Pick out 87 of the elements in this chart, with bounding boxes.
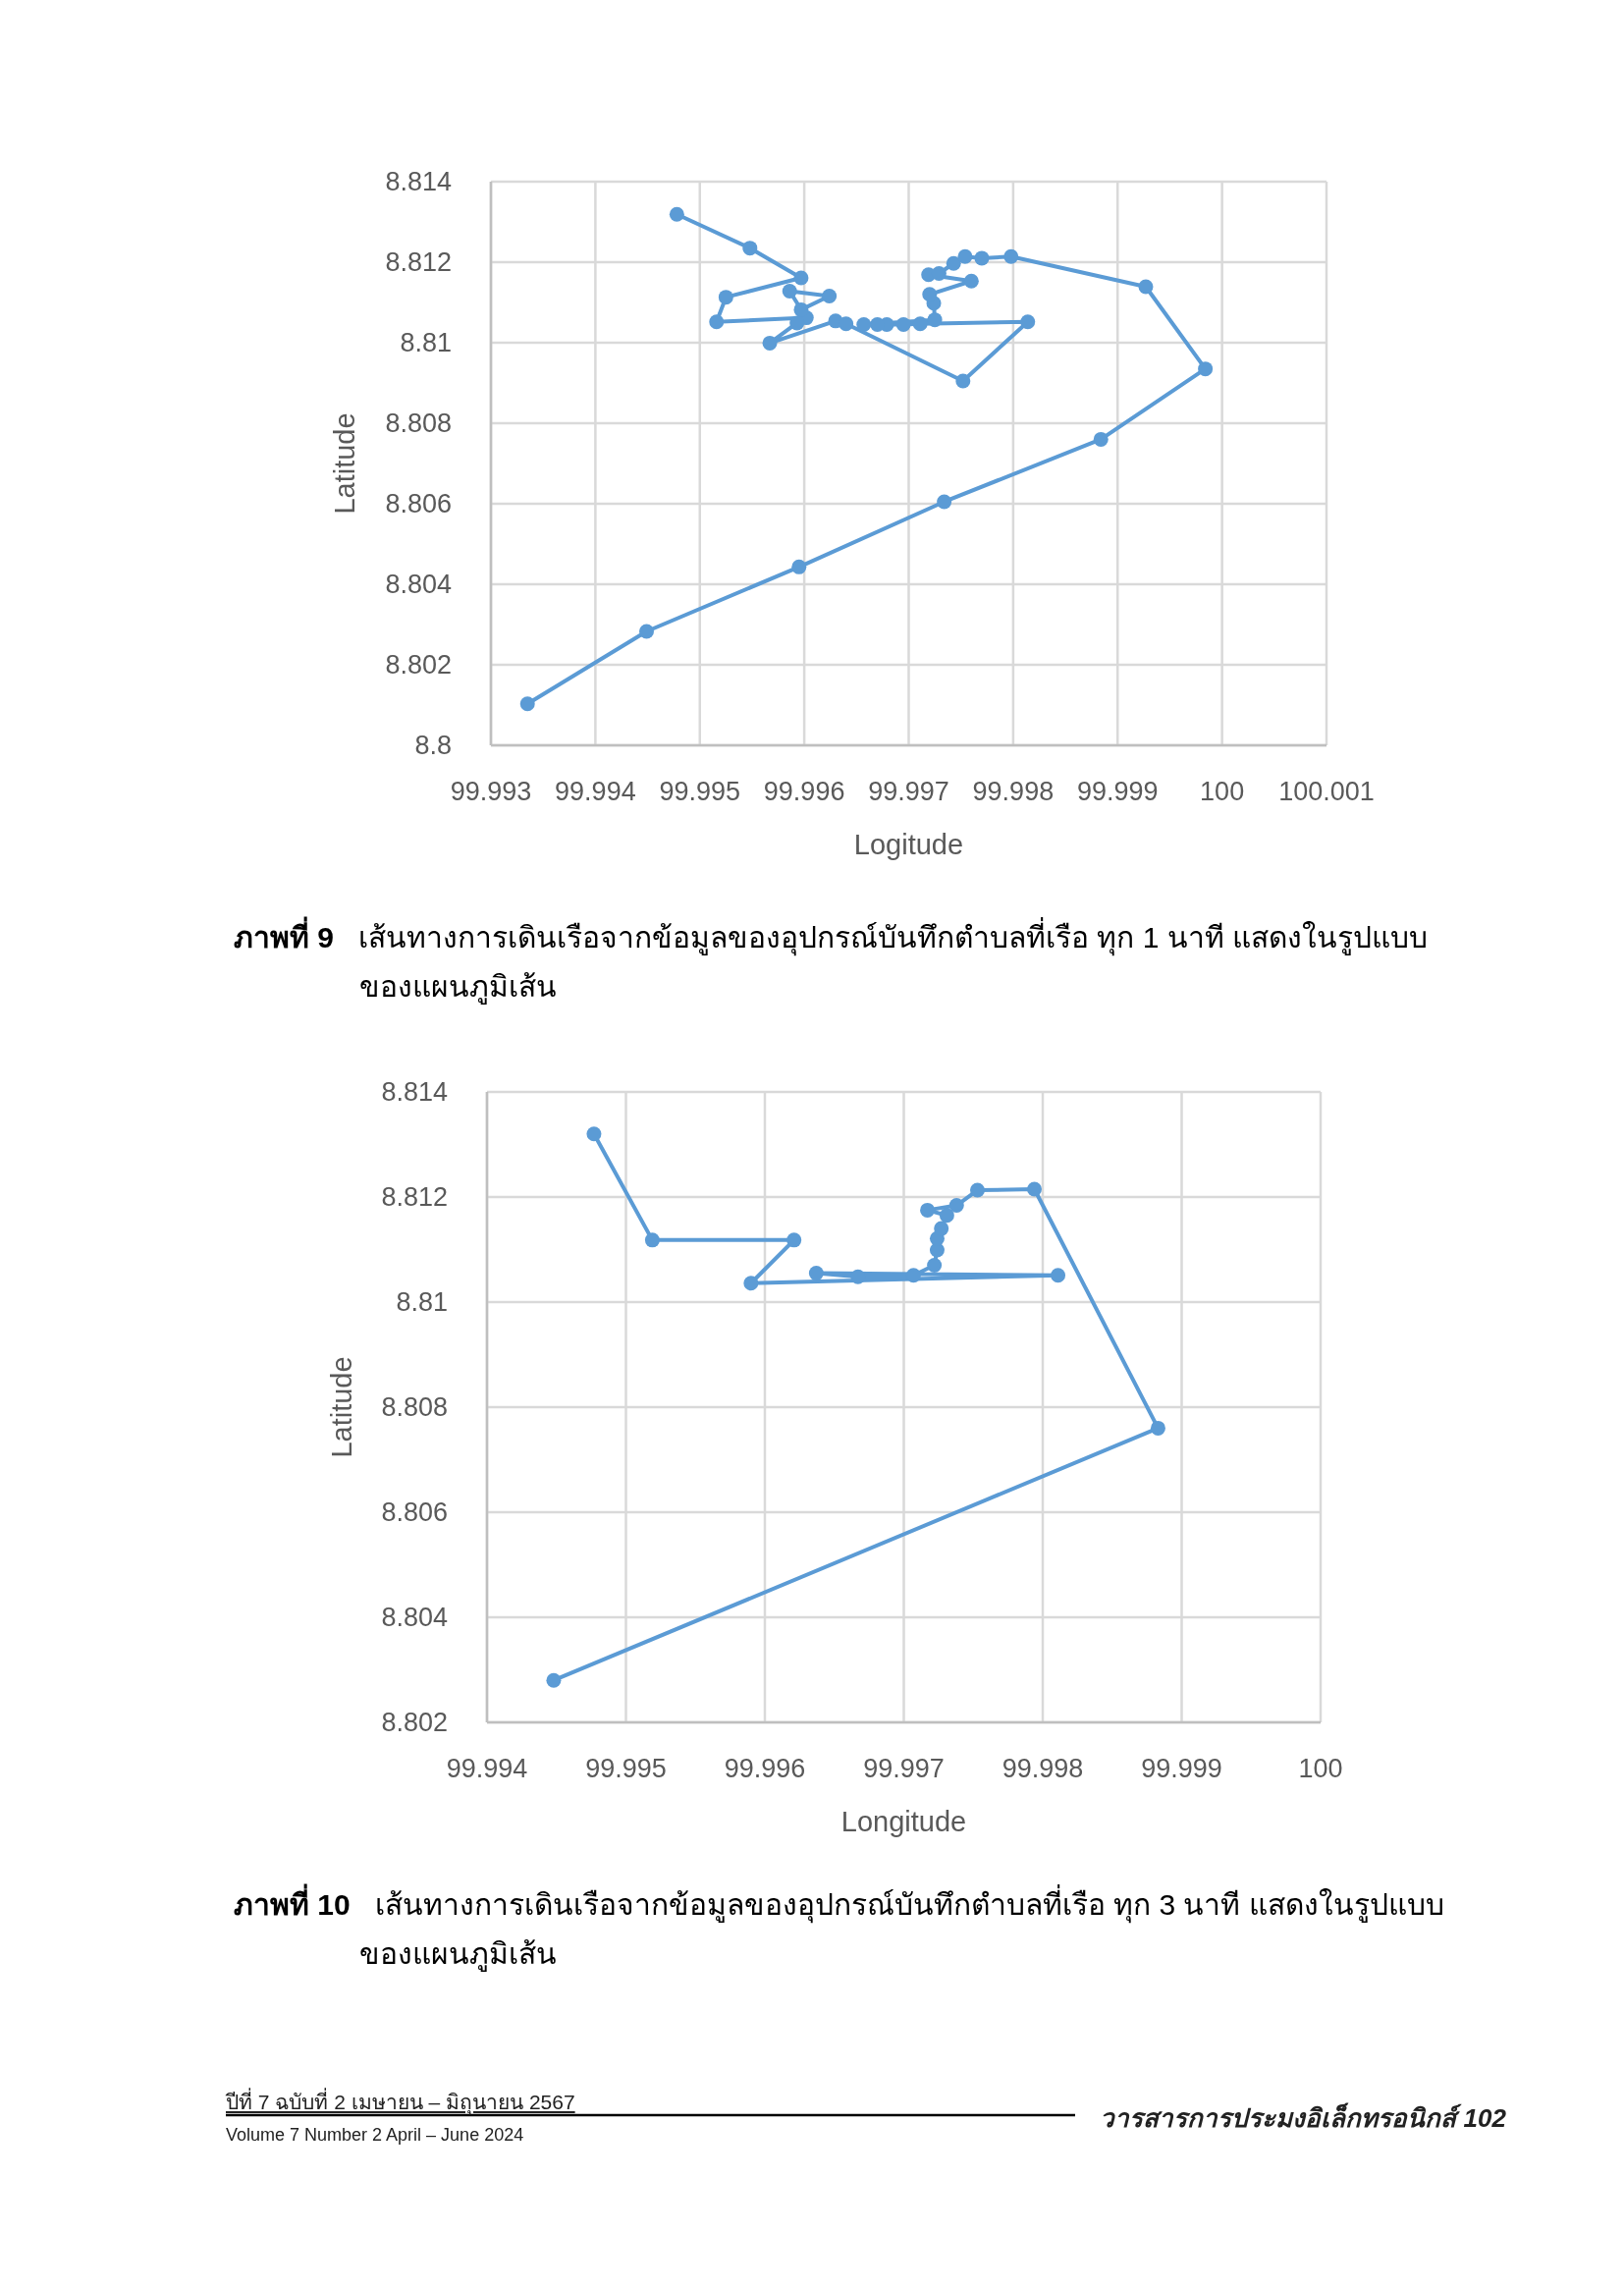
point (1198, 361, 1214, 377)
text: วารสารการประมงอิเล็กทรอนิกส์ 102 (1100, 2101, 1506, 2135)
point (934, 1221, 949, 1236)
text: ปีที่ 7 ฉบับที่ 2 เมษายน – มิถุนายน 2567 (226, 2087, 575, 2117)
y-tick-label: 8.804 (381, 1603, 448, 1632)
y-tick-label: 8.806 (385, 489, 452, 518)
point (1051, 1268, 1066, 1283)
point (957, 248, 973, 264)
y-tick-label: 8.814 (385, 167, 452, 196)
point (822, 288, 838, 303)
point (793, 270, 809, 286)
point (793, 301, 809, 317)
point (839, 316, 854, 332)
point (927, 1258, 943, 1274)
y-tick-label: 8.812 (381, 1182, 448, 1212)
point (762, 335, 778, 351)
x-tick-label: 99.999 (1076, 777, 1159, 806)
text: ภาพที่ 10 เส้นทางการเดินเรือจากข้อมูลของอุปกรณ์บันทึกตำบลที่เรือ ทุก 3 นาที แสดงในรูปแบบของแผนภูมิเส้น (234, 1882, 1445, 1974)
point (1027, 1181, 1043, 1197)
x-tick-label: 99.994 (555, 777, 636, 806)
x-tick-label: 99.998 (972, 777, 1055, 806)
point (970, 1182, 985, 1198)
y-tick-label: 8.814 (381, 1077, 448, 1107)
point (1093, 431, 1109, 447)
x-tick-label: 100.001 (1278, 777, 1375, 806)
point (927, 312, 943, 328)
point (742, 241, 758, 256)
point (1003, 248, 1019, 264)
x-axis-title: Logitude (853, 829, 964, 860)
point (895, 317, 911, 333)
point (718, 290, 733, 305)
y-tick-label: 8.81 (396, 1287, 448, 1317)
x-tick-label: 99.995 (585, 1754, 667, 1783)
point (786, 1232, 802, 1248)
point (519, 696, 535, 712)
y-tick-label: 8.812 (385, 247, 452, 277)
point (946, 255, 961, 271)
x-tick-label: 100 (1200, 777, 1245, 806)
point (920, 1202, 936, 1218)
x-tick-label: 100 (1298, 1754, 1343, 1783)
point (782, 284, 797, 299)
y-axis-title: Latitude (326, 1356, 357, 1458)
point (808, 1266, 824, 1281)
y-tick-label: 8.808 (381, 1392, 448, 1422)
point (586, 1126, 602, 1142)
x-axis-title: Longitude (840, 1806, 967, 1837)
point (791, 559, 807, 574)
y-tick-label: 8.8 (414, 731, 452, 760)
point (743, 1276, 759, 1291)
x-tick-label: 99.996 (763, 777, 845, 806)
point (955, 373, 971, 389)
x-tick-label: 99.994 (446, 1754, 528, 1783)
point (1138, 279, 1154, 295)
point (974, 250, 990, 266)
y-tick-label: 8.802 (385, 650, 452, 680)
x-tick-label: 99.998 (1001, 1754, 1084, 1783)
x-tick-label: 99.999 (1141, 1754, 1222, 1783)
point (789, 315, 805, 331)
text: Volume 7 Number 2 April – June 2024 (226, 2125, 524, 2146)
point (546, 1672, 562, 1688)
y-tick-label: 8.802 (381, 1708, 448, 1737)
point (963, 273, 979, 289)
point (948, 1198, 964, 1214)
x-tick-label: 99.997 (868, 777, 949, 806)
point (905, 1268, 921, 1283)
point (1150, 1420, 1165, 1436)
point (912, 316, 928, 332)
y-tick-label: 8.808 (385, 408, 452, 438)
y-tick-label: 8.81 (400, 328, 452, 357)
y-tick-label: 8.804 (385, 570, 452, 599)
x-tick-label: 99.996 (724, 1754, 806, 1783)
point (1020, 314, 1036, 330)
point (931, 265, 947, 281)
point (639, 624, 654, 639)
y-tick-label: 8.806 (381, 1497, 448, 1527)
x-tick-label: 99.993 (450, 777, 532, 806)
point (922, 287, 938, 302)
point (939, 1208, 954, 1224)
point (669, 206, 684, 222)
point (709, 314, 725, 330)
x-tick-label: 99.997 (863, 1754, 945, 1783)
point (937, 494, 952, 510)
text: ภาพที่ 9 เส้นทางการเดินเรือจากข้อมูลของอุปกรณ์บันทึกตำบลที่เรือ ทุก 1 นาที แสดงในรูปแบบของแผนภูมิเส้น (234, 915, 1430, 1007)
x-tick-label: 99.995 (659, 777, 741, 806)
point (644, 1232, 660, 1248)
y-axis-title: Latitude (329, 412, 360, 515)
point (856, 317, 872, 333)
